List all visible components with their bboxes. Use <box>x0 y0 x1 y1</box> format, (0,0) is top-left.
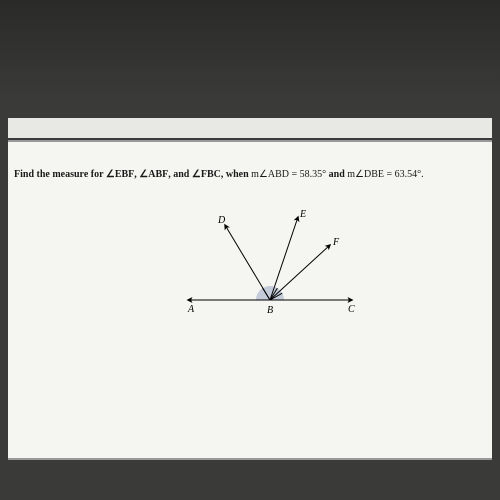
angle-diagram: A B C D E F <box>170 205 370 325</box>
label-A: A <box>187 304 195 315</box>
q-prefix: Find the measure for <box>14 169 106 180</box>
arc-full <box>256 286 284 300</box>
question-text: Find the measure for ∠EBF, ∠ABF, and ∠FB… <box>14 168 490 182</box>
q-m1lhs: m∠ABD <box>251 169 289 180</box>
label-F: F <box>332 237 340 248</box>
top-band <box>8 118 492 138</box>
q-and: and <box>326 169 347 180</box>
q-mid: , when <box>221 169 251 180</box>
diagram-svg: A B C D E F <box>170 205 370 325</box>
q-ang3: ∠FBC <box>192 169 221 180</box>
label-E: E <box>299 209 306 220</box>
screen-frame: Find the measure for ∠EBF, ∠ABF, and ∠FB… <box>0 0 500 500</box>
q-eq2: = <box>384 169 395 180</box>
q-sep2: , and <box>168 169 192 180</box>
q-m2lhs: m∠DBE <box>347 169 384 180</box>
q-ang2: ∠ABF <box>139 169 168 180</box>
q-m1val: 58.35° <box>300 169 327 180</box>
label-C: C <box>348 304 355 315</box>
q-m2val: 63.54° <box>395 169 422 180</box>
q-eq1: = <box>289 169 300 180</box>
label-D: D <box>217 215 226 226</box>
label-B: B <box>267 305 273 316</box>
q-ang1: ∠EBF <box>106 169 134 180</box>
q-end: . <box>421 169 424 180</box>
